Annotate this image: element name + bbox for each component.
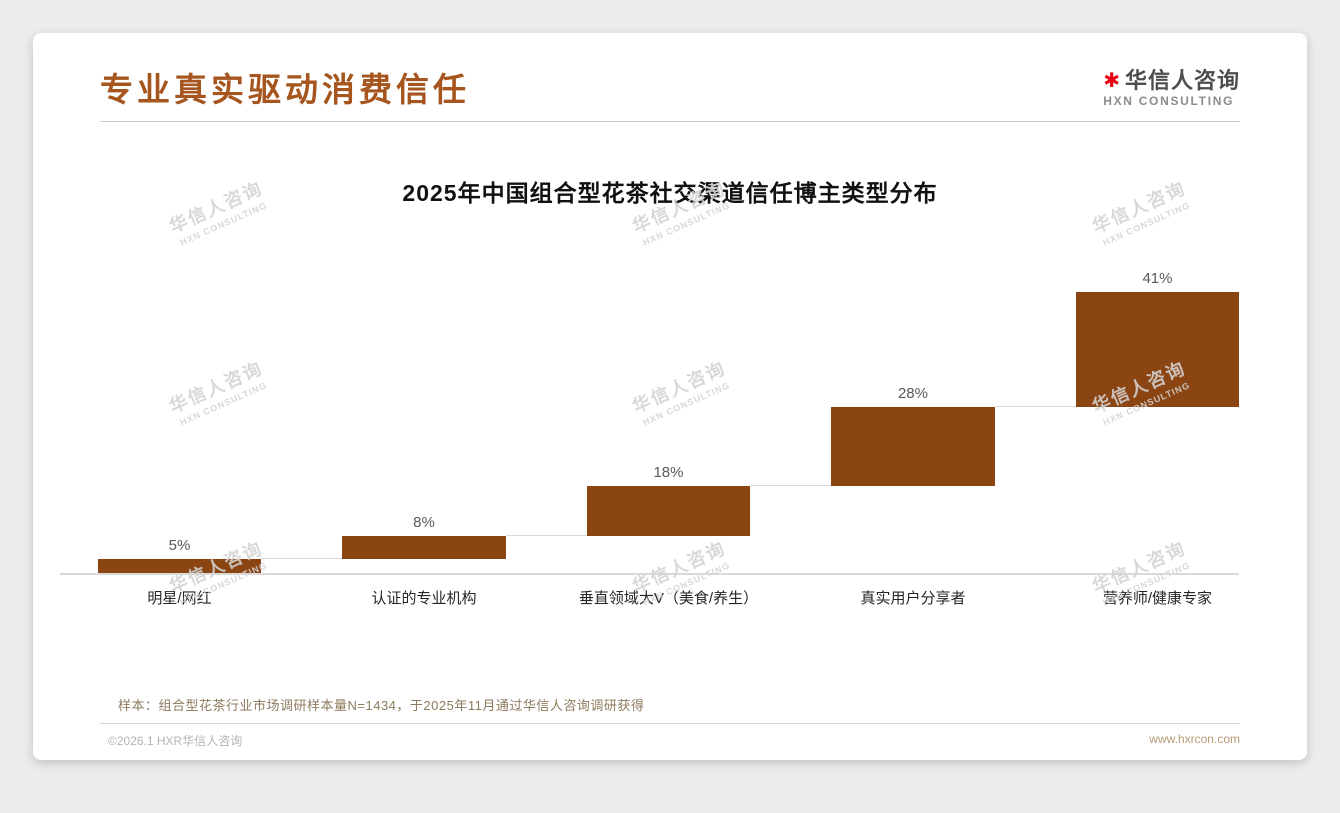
logo-name: 华信人咨询 bbox=[1124, 68, 1240, 93]
waterfall-chart: 5% 8% 18% 28% 41% 明星/网红 认证的专业机构 垂直领域大V（美食/养生） 真… bbox=[60, 271, 1239, 607]
step-connector-line bbox=[261, 557, 343, 559]
waterfall-bar bbox=[831, 406, 995, 486]
step-connector-line bbox=[750, 484, 832, 486]
sample-note: 样本：组合型花茶行业市场调研样本量N=1434，于2025年11月通过华信人咨询… bbox=[118, 697, 645, 713]
logo-subtitle: HXN CONSULTING bbox=[1103, 94, 1235, 109]
footer-divider bbox=[100, 722, 1240, 724]
footer: ©2026.1 HXR华信人咨询 www.hxrcon.com bbox=[33, 724, 1307, 749]
category-label: 认证的专业机构 bbox=[371, 589, 477, 607]
chart-title: 2025年中国组合型花茶社交渠道信任博主类型分布 bbox=[402, 179, 938, 206]
copyright-text: ©2026.1 HXR华信人咨询 bbox=[108, 733, 243, 748]
category-axis: 明星/网红 认证的专业机构 垂直领域大V（美食/养生） 真实用户分享者 营养师/健康专家 bbox=[98, 587, 1239, 607]
header: 专业真实驱动消费信任 ✱ 华信人咨询 HXN CONSULTING bbox=[33, 33, 1307, 108]
red-asterisk-icon: ✱ bbox=[1103, 69, 1120, 92]
header-divider bbox=[100, 120, 1240, 122]
step-connector-line bbox=[994, 405, 1076, 407]
plot-area: 5% 8% 18% 28% 41% bbox=[98, 271, 1239, 573]
bar-value-label: 5% bbox=[168, 536, 191, 554]
bar-value-label: 41% bbox=[1142, 269, 1173, 287]
x-axis-line bbox=[60, 572, 1239, 575]
watermark: 华信人咨询 HXN CONSULTING bbox=[629, 177, 732, 248]
category-label: 营养师/健康专家 bbox=[1102, 589, 1213, 607]
company-logo: ✱ 华信人咨询 HXN CONSULTING bbox=[1103, 69, 1240, 108]
waterfall-bar bbox=[98, 558, 262, 573]
category-label: 垂直领域大V（美食/养生） bbox=[578, 589, 759, 607]
category-label: 真实用户分享者 bbox=[860, 589, 966, 607]
bar-value-label: 8% bbox=[413, 514, 435, 532]
website-link[interactable]: www.hxrcon.com bbox=[1149, 731, 1240, 746]
watermark: 华信人咨询 HXN CONSULTING bbox=[1089, 177, 1192, 248]
bar-value-label: 28% bbox=[897, 384, 928, 402]
watermark: 华信人咨询 HXN CONSULTING bbox=[166, 177, 269, 248]
step-connector-line bbox=[505, 535, 587, 537]
waterfall-bar bbox=[342, 536, 506, 559]
category-label: 明星/网红 bbox=[147, 589, 212, 607]
slide-card: 专业真实驱动消费信任 ✱ 华信人咨询 HXN CONSULTING 2025年中… bbox=[33, 33, 1307, 760]
page-title: 专业真实驱动消费信任 bbox=[100, 71, 470, 108]
waterfall-bar bbox=[586, 485, 751, 537]
waterfall-bar bbox=[1075, 291, 1239, 407]
bar-value-label: 18% bbox=[653, 463, 684, 481]
